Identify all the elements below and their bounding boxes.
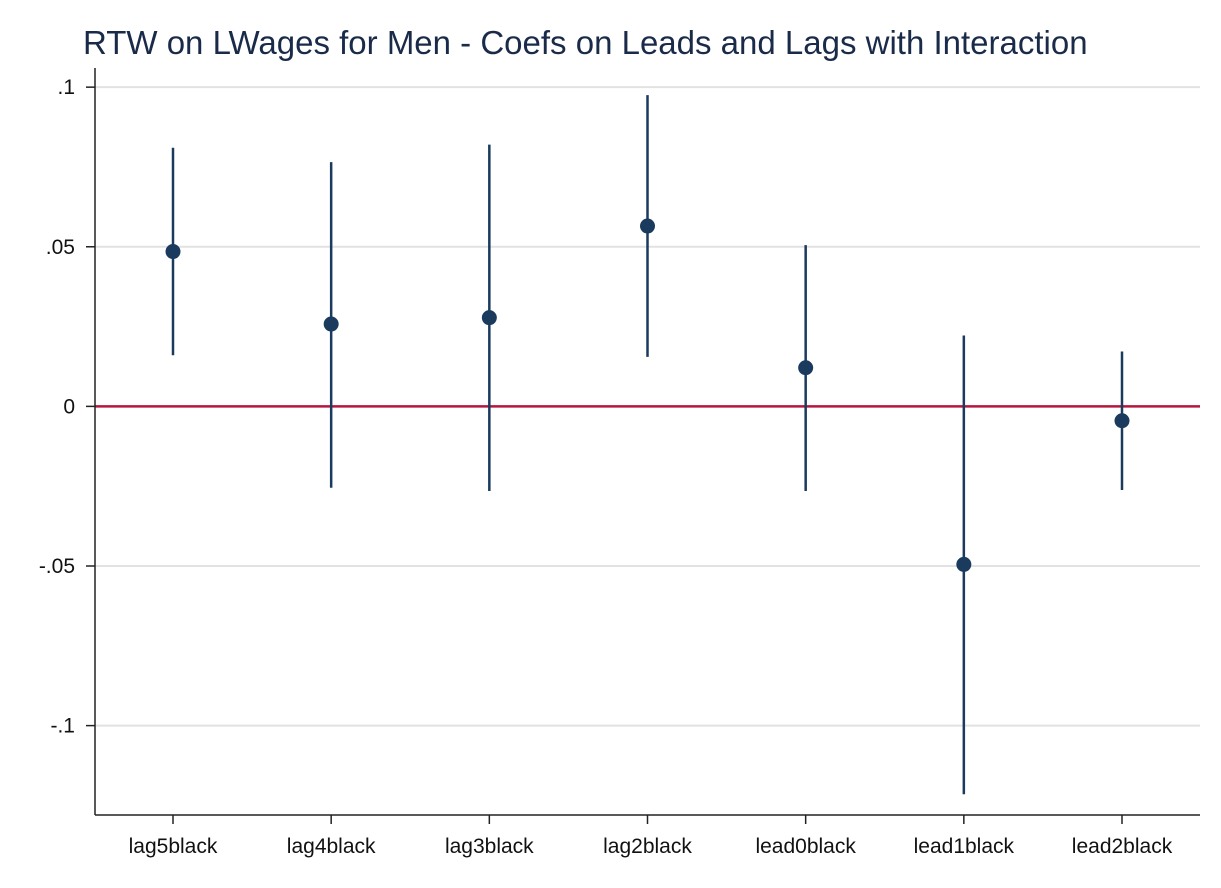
x-tick-label: lead1black xyxy=(914,835,1015,858)
x-tick-label: lag4black xyxy=(287,835,376,858)
coef-point-lag4black xyxy=(323,316,339,332)
y-axis-ticks: .1 .05 0 -.05 -.1 xyxy=(39,76,95,738)
coef-point-lead1black xyxy=(956,556,972,572)
coef-point-lag3black xyxy=(481,310,497,326)
y-tick-label: 0 xyxy=(63,395,75,418)
x-tick-label: lead0black xyxy=(755,835,856,858)
x-tick-label: lag3black xyxy=(445,835,534,858)
x-tick-label: lag2black xyxy=(603,835,692,858)
coef-point-lag5black xyxy=(165,244,181,260)
y-tick-label: .1 xyxy=(57,76,75,99)
coef-point-lag2black xyxy=(640,218,655,234)
chart-title: RTW on LWages for Men - Coefs on Leads a… xyxy=(83,24,1088,61)
coefficient-points xyxy=(165,218,1130,572)
coef-point-lead0black xyxy=(798,360,814,376)
confidence-intervals xyxy=(171,95,1124,795)
y-tick-label: .05 xyxy=(46,236,75,259)
grid-lines xyxy=(95,86,1200,727)
x-axis-ticks: lag5black lag4black lag3black lag2black lead… xyxy=(129,815,1173,858)
x-tick-label: lead2black xyxy=(1072,835,1173,858)
y-tick-label: -.1 xyxy=(50,715,75,738)
y-tick-label: -.05 xyxy=(39,555,75,578)
coef-point-lead2black xyxy=(1114,413,1130,429)
x-tick-label: lag5black xyxy=(129,835,218,858)
